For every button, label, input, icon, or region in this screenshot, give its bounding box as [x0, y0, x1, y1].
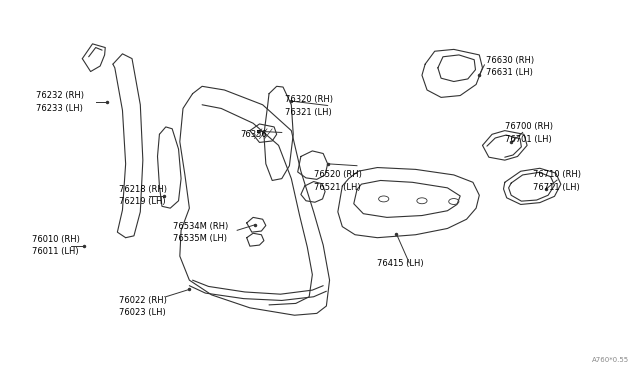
- Text: 76218 (RH): 76218 (RH): [119, 185, 167, 194]
- Text: 76700 (RH): 76700 (RH): [505, 122, 553, 131]
- Text: 76711 (LH): 76711 (LH): [534, 183, 580, 192]
- Text: 76233 (LH): 76233 (LH): [36, 104, 83, 113]
- Text: 76631 (LH): 76631 (LH): [486, 68, 532, 77]
- Text: 76219 (LH): 76219 (LH): [119, 198, 166, 206]
- Text: 76701 (LH): 76701 (LH): [505, 135, 552, 144]
- Text: 76232 (RH): 76232 (RH): [36, 91, 84, 100]
- Text: 76022 (RH): 76022 (RH): [119, 296, 167, 305]
- Text: 76521 (LH): 76521 (LH): [314, 183, 360, 192]
- Text: 76011 (LH): 76011 (LH): [32, 247, 79, 256]
- Text: 76023 (LH): 76023 (LH): [119, 308, 166, 317]
- Text: 76535M (LH): 76535M (LH): [173, 234, 227, 243]
- Text: 76010 (RH): 76010 (RH): [32, 235, 80, 244]
- Text: A760*0.55: A760*0.55: [592, 357, 629, 363]
- Text: 76321 (LH): 76321 (LH): [285, 108, 332, 117]
- Text: 76534M (RH): 76534M (RH): [173, 222, 228, 231]
- Text: 76710 (RH): 76710 (RH): [534, 170, 582, 179]
- Text: 76415 (LH): 76415 (LH): [378, 259, 424, 268]
- Text: 76630 (RH): 76630 (RH): [486, 56, 534, 65]
- Text: 76356: 76356: [241, 130, 267, 139]
- Text: 76520 (RH): 76520 (RH): [314, 170, 362, 179]
- Text: 76320 (RH): 76320 (RH): [285, 95, 333, 104]
